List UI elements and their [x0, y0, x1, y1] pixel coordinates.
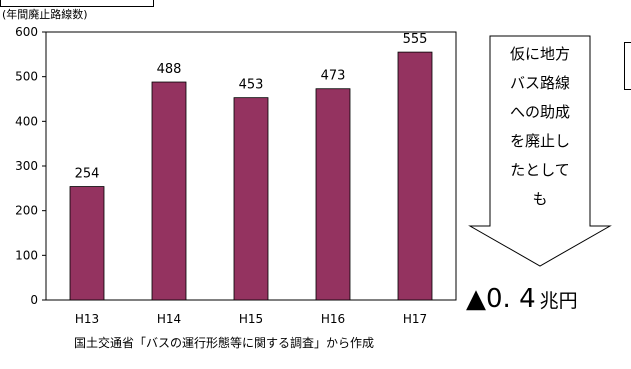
callout-line: たとして — [510, 161, 570, 179]
callout-line: バス路線 — [509, 74, 570, 92]
data-label: 473 — [321, 69, 346, 84]
bar-H16 — [315, 88, 351, 301]
bar-H15 — [233, 97, 269, 301]
x-tick-label: H13 — [75, 312, 99, 326]
y-axis: 0 100 200 300 400 500 600 — [15, 25, 46, 307]
callout-text: 仮に地方 バス路線 への助成 を廃止し たとして も — [492, 40, 588, 214]
y-tick-label: 100 — [15, 248, 38, 262]
x-tick-label: H14 — [157, 312, 181, 326]
result-amount: ▲0. 4 兆円 — [466, 284, 578, 314]
callout-line: も — [532, 190, 548, 208]
y-tick-label: 0 — [30, 293, 38, 307]
source-note: 国土交通省「バスの運行形態等に関する調査」から作成 — [74, 336, 375, 350]
x-tick-label: H15 — [239, 312, 263, 326]
callout-line: 仮に地方 — [509, 45, 570, 63]
data-label: 555 — [403, 32, 428, 47]
top-right-fragment-box — [624, 42, 631, 90]
y-tick-label: 600 — [15, 25, 38, 39]
data-label: 488 — [157, 62, 182, 77]
data-label: 453 — [239, 78, 264, 93]
result-value: ▲0. 4 — [466, 284, 536, 314]
bar-H13 — [69, 186, 105, 301]
callout-line: を廃止し — [509, 132, 570, 150]
y-tick-label: 500 — [15, 70, 38, 84]
down-arrow-callout — [468, 35, 612, 267]
result-unit: 兆円 — [539, 290, 578, 312]
x-axis: H13 H14 H15 H16 H17 — [75, 312, 427, 326]
top-left-fragment-box — [0, 0, 154, 7]
y-tick-label: 200 — [15, 204, 38, 218]
x-tick-label: H17 — [403, 312, 427, 326]
y-tick-label: 400 — [15, 114, 38, 128]
x-tick-label: H16 — [321, 312, 345, 326]
y-axis-label: (年間廃止路線数) — [2, 8, 88, 21]
y-tick-label: 300 — [15, 159, 38, 173]
callout-line: への助成 — [509, 103, 570, 121]
bar-H14 — [151, 81, 187, 301]
bars: 254 488 453 473 555 — [69, 32, 433, 301]
bar-H17 — [397, 51, 433, 301]
data-label: 254 — [75, 167, 100, 182]
